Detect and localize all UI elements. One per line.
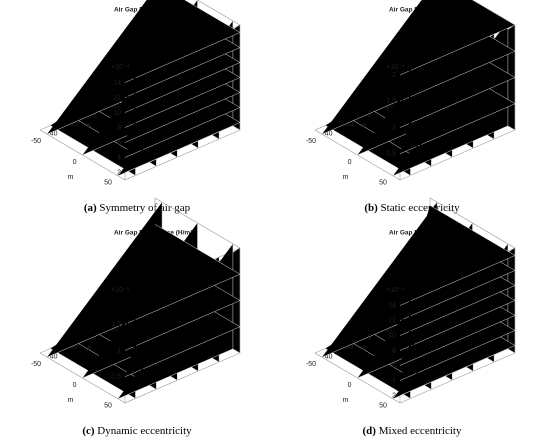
x-tick-label: -40 — [322, 130, 332, 137]
x-tick-label: 0 — [92, 112, 96, 119]
x-tick-label: -40 — [47, 130, 57, 137]
z-tick-label: 10 — [388, 332, 396, 339]
z-tick-label: 0.5 — [111, 374, 121, 381]
x-axis-label: n — [88, 345, 92, 352]
caption-label: (b) — [364, 202, 378, 214]
caption-label: (c) — [82, 425, 95, 437]
z-tick-label: 10 — [113, 109, 121, 116]
y-tick-label: 50 — [379, 180, 387, 187]
z-tick-label: 0.5 — [386, 151, 396, 158]
grid-line — [399, 0, 516, 76]
caption: (d) Mixed eccentricity — [363, 425, 462, 437]
x-tick-label: 0 — [92, 335, 96, 342]
x-tick-label: 0 — [367, 335, 371, 342]
y-tick-label: 0 — [73, 159, 77, 166]
z-tick-label: 8 — [117, 124, 121, 131]
y-tick-label: 0 — [73, 382, 77, 389]
x-tick-label: -40 — [322, 353, 332, 360]
caption-text: Mixed eccentricity — [379, 425, 462, 437]
x-tick-label: -40 — [47, 353, 57, 360]
z-exponent: ×10⁻⁴ — [386, 287, 405, 294]
x-tick-label: 20 — [111, 326, 119, 333]
y-tick-label: -50 — [306, 361, 316, 368]
caption: (c) Dynamic eccentricity — [82, 425, 192, 437]
caption-label: (a) — [84, 202, 97, 214]
x-tick-label: 20 — [386, 326, 394, 333]
caption: (b) Static eccentricity — [364, 202, 460, 214]
z-tick-label: 14 — [388, 302, 396, 309]
y-tick-label: -50 — [31, 361, 41, 368]
y-tick-label: -50 — [306, 138, 316, 145]
x-tick-label: 20 — [386, 103, 394, 110]
panel: Air Gap Permeance (H/m2)-40-200204060-50… — [306, 0, 516, 214]
x-tick-label: 0 — [367, 112, 371, 119]
z-tick-label: 1.5 — [111, 321, 121, 328]
panel: Air Gap Permeance (H/m2)-40-200204060-50… — [31, 197, 241, 437]
y-axis-label: m — [68, 397, 74, 404]
z-tick-label: 4 — [117, 154, 121, 161]
z-tick-label: 14 — [113, 79, 121, 86]
grid-line — [399, 205, 516, 306]
panel: Air Gap Permeance (H/m2)-40-200204060-50… — [31, 0, 241, 214]
x-axis-label: n — [363, 122, 367, 129]
caption: (a) Symmetry of air gap — [84, 202, 191, 214]
z-tick-label: 2 — [117, 169, 121, 176]
y-tick-label: -50 — [31, 138, 41, 145]
y-tick-label: 0 — [348, 159, 352, 166]
z-tick-label: 8 — [392, 347, 396, 354]
caption-text: Static eccentricity — [381, 202, 461, 214]
z-tick-label: 1 — [117, 347, 121, 354]
x-tick-label: -20 — [343, 344, 353, 351]
y-tick-label: 0 — [348, 382, 352, 389]
x-tick-label: -20 — [68, 344, 78, 351]
z-tick-label: 4 — [392, 377, 396, 384]
z-exponent: ×10⁻³ — [386, 64, 405, 71]
caption-text: Dynamic eccentricity — [97, 425, 192, 437]
y-tick-label: 50 — [104, 180, 112, 187]
y-axis-label: m — [68, 174, 74, 181]
z-tick-label: 1.5 — [386, 98, 396, 105]
grid-line — [124, 224, 241, 325]
x-tick-label: -20 — [343, 121, 353, 128]
y-tick-label: 50 — [104, 403, 112, 410]
x-tick-label: -20 — [68, 121, 78, 128]
x-tick-label: 20 — [111, 103, 119, 110]
z-exponent: ×10⁻³ — [111, 287, 130, 294]
z-tick-label: 2 — [392, 392, 396, 399]
x-axis-label: n — [88, 122, 92, 129]
y-axis-label: m — [343, 174, 349, 181]
caption-text: Symmetry of air gap — [99, 202, 190, 214]
z-tick-label: 1 — [392, 124, 396, 131]
y-axis-label: m — [343, 397, 349, 404]
y-tick-label: 50 — [379, 403, 387, 410]
grid-line — [124, 0, 241, 83]
x-axis-label: n — [363, 345, 367, 352]
z-tick-label: 2 — [392, 72, 396, 79]
panel: Air Gap Permeance (H/m2)-40-200204060-50… — [306, 197, 516, 437]
z-exponent: ×10⁻⁴ — [111, 64, 130, 71]
z-tick-label: 12 — [388, 317, 396, 324]
z-tick-label: 6 — [117, 139, 121, 146]
z-tick-label: 12 — [113, 94, 121, 101]
caption-label: (d) — [363, 425, 377, 437]
z-tick-label: 6 — [392, 362, 396, 369]
